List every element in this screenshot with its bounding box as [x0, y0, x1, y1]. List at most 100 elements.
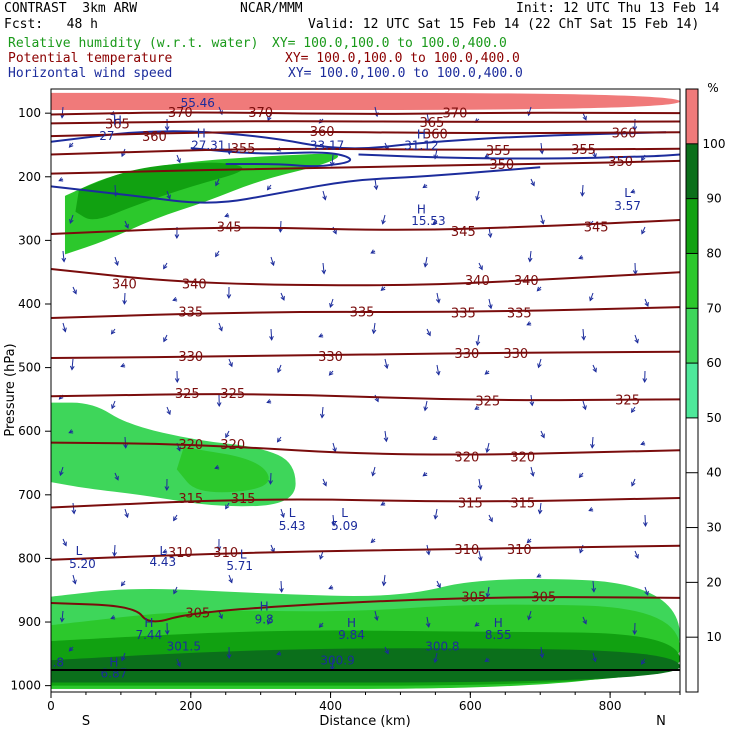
wind-vector-head-43 — [173, 516, 178, 522]
wind-vector-64 — [267, 112, 272, 121]
wind-vector-188 — [634, 550, 639, 559]
wind-vector-137 — [486, 442, 490, 453]
wind-vector-117 — [436, 292, 440, 303]
wind-vector-head-4 — [61, 257, 67, 263]
extremum-label: L — [341, 506, 348, 520]
x-tick-label: 200 — [179, 699, 202, 713]
wind-vector-head-51 — [224, 213, 230, 218]
wind-vector-head-59 — [225, 504, 230, 510]
theta-contour-345 — [51, 219, 680, 236]
extremum-label: H — [417, 128, 426, 142]
wind-vector-head-179 — [641, 229, 646, 235]
wind-vector-head-133 — [488, 304, 493, 310]
wind-vector-head-174 — [582, 619, 587, 625]
wind-vector-head-165 — [589, 296, 594, 302]
wind-vector-head-173 — [591, 587, 596, 593]
wind-vector-24 — [111, 400, 116, 409]
wind-vector-head-164 — [578, 255, 584, 260]
colorbar-tick-label: 100 — [703, 137, 726, 151]
colorbar-tick-label: 20 — [706, 575, 721, 589]
wind-vector-head-37 — [172, 297, 178, 302]
wind-vector-head-143 — [484, 657, 490, 662]
wind-vector-75 — [280, 508, 285, 518]
theta-label: 330 — [178, 350, 203, 365]
wind-vector-head-66 — [266, 185, 272, 191]
field-label-theta: Potential temperature — [8, 51, 173, 66]
wind-vector-head-171 — [588, 507, 594, 512]
wind-vector-head-36 — [163, 264, 168, 270]
wind-vector-head-99 — [381, 219, 386, 225]
colorbar-band-70 — [686, 253, 698, 309]
y-axis-label: Pressure (hPa) — [3, 343, 18, 436]
wind-vector-head-108 — [370, 538, 376, 544]
extremum-label: 5.43 — [279, 519, 306, 533]
wind-vector-148 — [529, 250, 532, 262]
wind-vector-head-122 — [422, 471, 428, 477]
extremum-label: 8.55 — [485, 628, 512, 642]
colorbar-tick-label: 50 — [706, 411, 721, 425]
wind-vector-head-5 — [72, 289, 77, 295]
wind-vector-head-118 — [426, 331, 431, 337]
wind-vector-head-114 — [422, 183, 428, 189]
extremum-label: L — [289, 506, 296, 520]
wind-vector-165 — [589, 292, 594, 301]
theta-label: 325 — [475, 395, 500, 410]
theta-contour-365 — [51, 120, 680, 125]
wind-vector-47 — [176, 658, 181, 667]
extremum-label: 55.46 — [181, 96, 215, 110]
wind-vector-146 — [530, 178, 535, 186]
theta-label: 355 — [486, 144, 511, 159]
theta-contour-305 — [51, 596, 680, 623]
wind-vector-head-70 — [269, 335, 274, 341]
y-tick-label: 100 — [18, 106, 41, 120]
theta-label: 325 — [615, 393, 640, 408]
extremum-label: 1.8 — [45, 656, 64, 670]
wind-vector-head-22 — [110, 329, 116, 335]
theta-label: 315 — [178, 492, 203, 507]
wind-vector-head-156 — [526, 538, 532, 544]
wind-vector-head-129 — [484, 153, 490, 158]
extremum-label: 6.87 — [101, 666, 128, 680]
extremum-label: 5.09 — [331, 519, 358, 533]
theta-label: 315 — [510, 496, 535, 511]
extremum-label: L — [624, 186, 631, 200]
theta-label: 370 — [168, 106, 193, 121]
theta-contour-335 — [51, 306, 680, 319]
rh-region-2 — [51, 402, 296, 507]
wind-vector-head-103 — [384, 364, 389, 370]
wind-vector-119 — [436, 364, 440, 375]
wind-vector-head-191 — [640, 659, 646, 665]
extremum-label: L — [159, 544, 166, 558]
extremum-label: 27.31 — [191, 138, 225, 152]
theta-contour-370 — [51, 111, 680, 116]
theta-label: 305 — [185, 606, 210, 621]
y-tick-label: 900 — [18, 615, 41, 629]
wind-vector-174 — [582, 616, 587, 624]
init-time: Init: 12 UTC Thu 13 Feb 14 — [516, 1, 720, 16]
wind-vector-110 — [374, 610, 378, 621]
theta-label: 365 — [105, 117, 130, 132]
wind-contour-3 — [51, 166, 541, 204]
wind-vector-head-123 — [433, 514, 439, 520]
wind-vector-103 — [384, 358, 388, 369]
wind-vector-40 — [166, 406, 171, 415]
wind-vector-109 — [383, 574, 386, 586]
theta-label: 350 — [489, 158, 514, 173]
wind-vector-144 — [527, 106, 532, 116]
wind-vector-19 — [124, 220, 129, 229]
wind-vector-head-106 — [371, 471, 376, 477]
wind-vector-head-28 — [112, 552, 117, 557]
theta-label: 325 — [175, 387, 200, 402]
wind-vector-head-83 — [332, 229, 337, 235]
theta-contour-330 — [51, 350, 680, 360]
wind-vector-head-74 — [268, 480, 273, 485]
wind-vector-71 — [277, 364, 282, 373]
wind-vector-head-11 — [71, 509, 77, 515]
wind-vector-91 — [332, 514, 335, 526]
wind-vector-head-87 — [328, 371, 334, 376]
extremum-label: H — [197, 126, 206, 140]
extremum-label: H — [260, 600, 269, 614]
wind-vector-95 — [331, 658, 334, 670]
wind-vector-head-176 — [632, 126, 638, 132]
theta-label: 335 — [178, 306, 203, 321]
